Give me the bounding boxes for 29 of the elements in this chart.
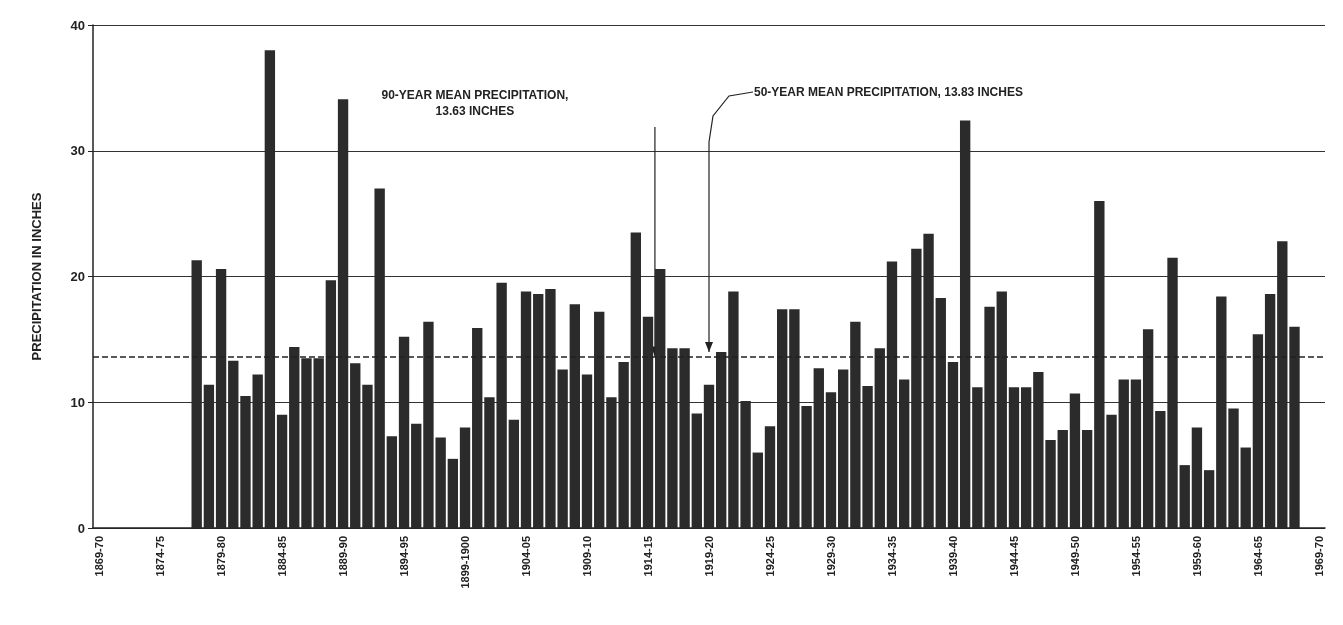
- x-tick-label: 1904-05: [520, 536, 533, 577]
- x-tick-label: 1959-60: [1190, 536, 1203, 577]
- x-tick-label: 1969-70: [1312, 536, 1325, 577]
- x-tick-label: 1909-10: [581, 536, 594, 577]
- y-tick-label: 10: [70, 394, 85, 410]
- y-tick-label: 0: [77, 520, 85, 536]
- x-tick-label: 1919-20: [703, 536, 715, 577]
- annotation: 50-YEAR MEAN PRECIPITATION, 13.83 INCHES: [754, 85, 1023, 99]
- x-tick-label: 1899-1900: [459, 536, 472, 589]
- x-tick-label: 1944-45: [1007, 536, 1020, 577]
- x-tick-label: 1884-85: [276, 536, 289, 577]
- x-tick-label: 1964-65: [1251, 536, 1264, 577]
- y-axis-title: PRECIPITATION IN INCHES: [29, 192, 44, 361]
- x-tick-label: 1934-35: [885, 536, 898, 577]
- x-tick-label: 1949-50: [1068, 536, 1081, 577]
- x-tick-label: 1874-75: [154, 536, 167, 577]
- x-tick-label: 1889-90: [337, 536, 350, 577]
- x-tick-label: 1954-55: [1129, 536, 1142, 577]
- x-tick-label: 1924-25: [763, 536, 776, 577]
- x-tick-label: 1929-30: [824, 536, 837, 577]
- y-tick-label: 40: [70, 17, 85, 33]
- y-tick-label: 30: [70, 143, 85, 159]
- x-tick-label: 1939-40: [946, 536, 959, 577]
- x-tick-label: 1894-95: [398, 536, 411, 577]
- x-tick-label: 1869-70: [93, 536, 106, 577]
- y-tick-label: 20: [70, 269, 85, 284]
- x-tick-label: 1879-80: [215, 536, 228, 577]
- x-tick-label: 1914-15: [642, 536, 655, 577]
- ref-line-label: 90-YEAR MEAN PRECIPITATION, 13.63 INCHES: [381, 88, 569, 118]
